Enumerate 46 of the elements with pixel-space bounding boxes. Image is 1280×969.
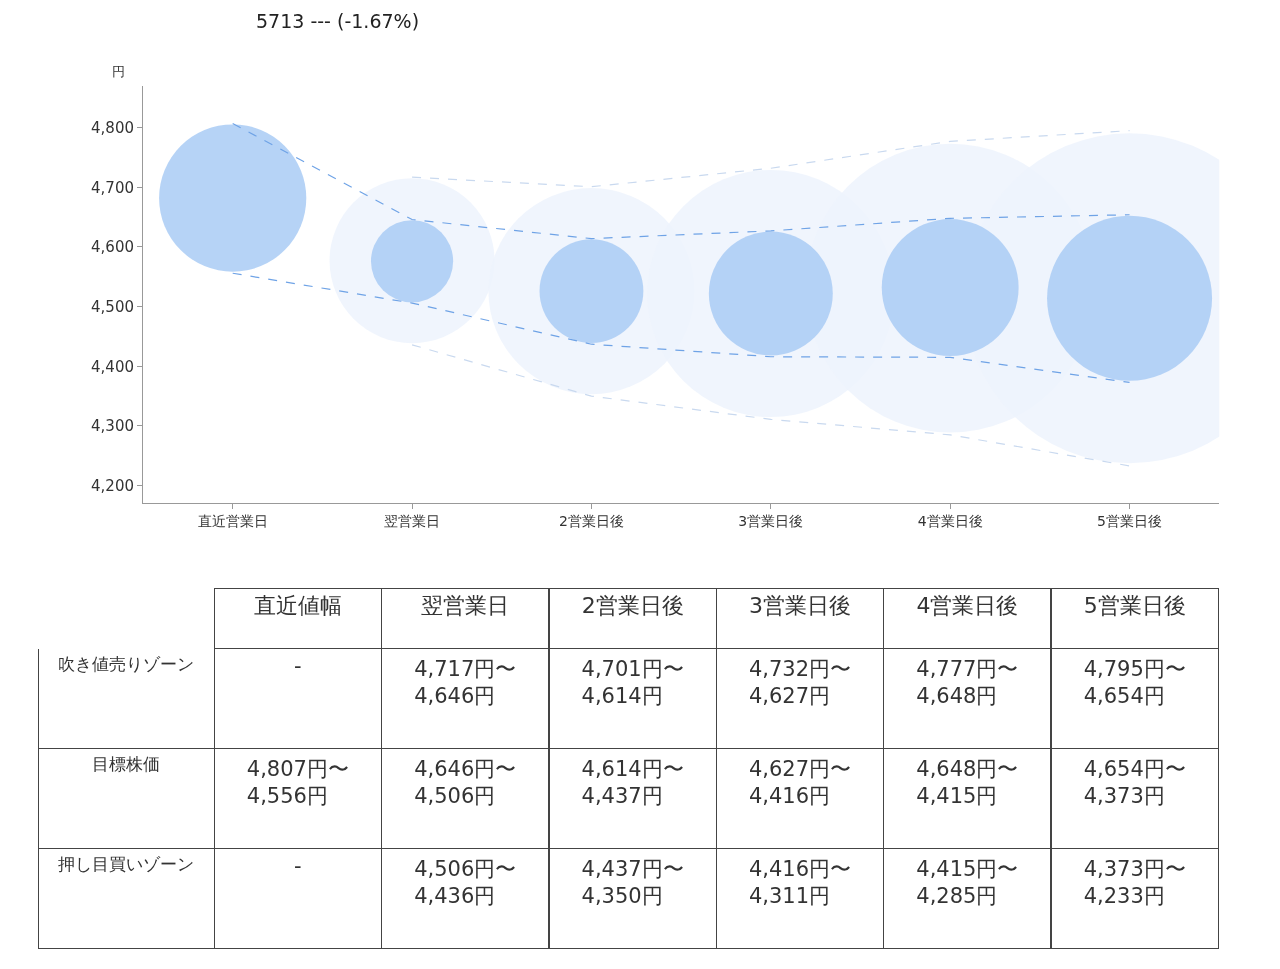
text: 4,777円〜 4,648円 [916,656,1019,709]
text: 吹き値売りゾーン [58,653,195,674]
y-tick-label: 4,500 [91,297,134,316]
x-tick-label: 3営業日後 [738,513,804,530]
text: 4,732円〜 4,627円 [748,656,852,709]
text: - [294,853,302,878]
text: 4,701円〜 4,614円 [581,656,684,709]
line-series [232,272,1131,383]
text: 4,416円〜 4,311円 [748,856,852,909]
text: 4,717円〜 4,646円 [414,656,517,709]
x-tick-label: 2営業日後 [558,513,624,530]
y-tick-label: 4,800 [91,118,134,137]
text: 4,437円〜 4,350円 [581,856,684,909]
text: 4,627円〜 4,416円 [748,756,852,809]
text: 4,807円〜 4,556円 [246,756,349,809]
text: 押し目買いゾーン [58,853,195,874]
text: 目標株価 [92,753,161,774]
x-tick-label: 直近営業日 [197,513,268,530]
text: - [294,653,302,678]
category-label: 翌営業日 [421,593,510,619]
category-label: 2営業日後 [581,593,684,619]
y-tick-label: 4,200 [91,476,134,495]
text: 4,614円〜 4,437円 [581,756,684,809]
chart-title: 5713 --- (-1.67%) [256,9,420,32]
x-tick-label: 翌営業日 [384,513,441,530]
text: 4,646円〜 4,506円 [414,756,517,809]
line-series [411,344,1131,467]
y-tick-label: 4,700 [91,178,134,197]
text: 4,648円〜 4,415円 [916,756,1019,809]
x-tick-label: 5営業日後 [1097,513,1163,530]
x-tick-label: 4営業日後 [917,513,983,530]
text: 直近値幅 [253,593,342,619]
y-tick-label: 4,300 [91,417,134,436]
text: 4,415円〜 4,285円 [916,856,1019,909]
text: 4,654円〜 4,373円 [1083,756,1186,809]
category-label: 3営業日後 [749,593,852,619]
text: 4,795円〜 4,654円 [1083,656,1186,709]
line-series [232,122,1131,240]
y-axis-title: 円 [112,64,125,79]
y-tick-label: 4,600 [91,238,134,257]
text: 4,373円〜 4,233円 [1083,856,1186,909]
text: 4,506円〜 4,436円 [414,856,517,909]
y-tick-label: 4,400 [91,357,134,376]
category-label: 4営業日後 [916,593,1019,619]
line-series [411,130,1131,188]
category-label: 5営業日後 [1083,593,1186,619]
